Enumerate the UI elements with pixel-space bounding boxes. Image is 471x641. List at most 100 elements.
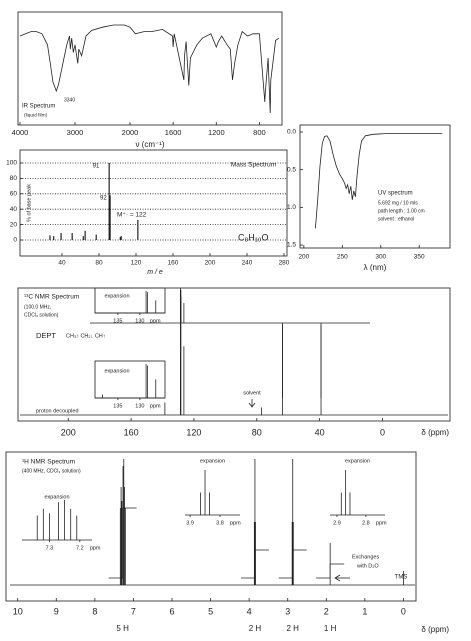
- peak-bar: [119, 236, 121, 240]
- label: C₈H₁₀O: [238, 232, 269, 242]
- peak-bar: [120, 236, 122, 240]
- x-tick-label: 1: [362, 606, 367, 616]
- inset-title: expansion: [44, 494, 69, 500]
- y-tick-label: 20: [10, 221, 18, 228]
- y-tick-label: 1.5: [287, 242, 296, 249]
- inset-tick-label: 3.8: [216, 520, 224, 526]
- peak-bar: [82, 236, 84, 240]
- label: (liquid film): [24, 112, 48, 118]
- integral-step: [108, 507, 137, 579]
- inset-unit: ppm: [376, 520, 387, 526]
- peak-bar: [95, 234, 97, 240]
- x-tick-label: 160: [168, 260, 179, 267]
- y-tick-label: 100: [6, 160, 17, 167]
- inset-unit: ppm: [150, 403, 161, 409]
- label: ¹H NMR Spectrum: [22, 459, 75, 466]
- label: 92: [100, 196, 107, 202]
- x-tick-label: 160: [124, 427, 139, 437]
- x-tick-label: 4000: [12, 128, 29, 137]
- inset-tick-label: 135: [113, 318, 122, 324]
- label: solvent : ethanol: [378, 216, 414, 222]
- label: TMS: [395, 575, 408, 581]
- x-tick-label: 120: [186, 427, 201, 437]
- y-tick-label: 60: [10, 191, 18, 198]
- inset-tick-label: 2.9: [333, 520, 341, 526]
- inset-title: expansion: [104, 368, 129, 374]
- peak-bar: [60, 233, 62, 240]
- inset-unit: ppm: [150, 318, 161, 324]
- label: solvent: [243, 390, 261, 396]
- y-tick-label: 0.0: [287, 129, 296, 136]
- label: (100.0 MHz,: [24, 304, 51, 310]
- label: λ (nm): [364, 263, 387, 272]
- panel-frame: [19, 149, 288, 257]
- x-tick-label: 250: [337, 254, 348, 261]
- peak-bar: [108, 163, 110, 240]
- integral-label: 2 H: [287, 624, 300, 633]
- x-tick-label: 0: [401, 606, 406, 616]
- label: ¹³C NMR Spectrum: [24, 294, 79, 301]
- peak-bar: [84, 230, 86, 240]
- label: δ (ppm): [421, 428, 449, 437]
- inset-tick-label: 130: [135, 403, 144, 409]
- panel-frame: [17, 287, 451, 422]
- integral-label: 5 H: [116, 624, 129, 633]
- inset-unit: ppm: [230, 520, 241, 526]
- x-tick-label: 10: [13, 606, 23, 616]
- label: 5.692 mg / 10 mls: [378, 200, 418, 206]
- peak-bar: [109, 195, 111, 240]
- label: CH₃↑ CH₂↓ CH↑: [66, 333, 106, 339]
- inset-unit: ppm: [90, 545, 101, 551]
- y-tick-label: 0: [13, 237, 17, 244]
- label: (400 MHz, CDCl₃ solution): [22, 468, 81, 474]
- y-tick-label: 80: [10, 175, 18, 182]
- x-tick-label: 2000: [122, 128, 139, 137]
- inset-title: expansion: [345, 458, 370, 464]
- x-tick-label: 5: [208, 606, 213, 616]
- y-tick-label: 40: [10, 206, 18, 213]
- x-tick-label: 80: [252, 427, 262, 437]
- solvent-arrowhead: [248, 402, 256, 408]
- x-tick-label: 2: [324, 606, 329, 616]
- peak-bar: [137, 219, 139, 240]
- panel-frame: [299, 124, 451, 249]
- x-tick-label: 1200: [208, 128, 225, 137]
- label: UV spectrum: [378, 191, 413, 197]
- x-tick-label: 300: [375, 254, 386, 261]
- x-tick-label: 40: [315, 427, 325, 437]
- x-tick-label: 800: [253, 128, 266, 137]
- x-tick-label: 120: [131, 260, 142, 267]
- x-tick-label: 80: [95, 260, 103, 267]
- label: IR Spectrum: [22, 104, 55, 110]
- label: ν (cm⁻¹): [135, 140, 164, 149]
- x-tick-label: 200: [298, 254, 309, 261]
- exchange-arrowhead: [334, 574, 341, 582]
- x-tick-label: 3: [285, 606, 290, 616]
- inset-tick-label: 7.2: [76, 545, 84, 551]
- inset-tick-label: 130: [135, 318, 144, 324]
- label: Mass Spectrum: [231, 162, 276, 169]
- x-tick-label: 200: [61, 427, 76, 437]
- inset-tick-label: 135: [113, 403, 122, 409]
- y-tick-label: 1.0: [287, 204, 296, 211]
- label: proton decoupled: [36, 408, 79, 414]
- label: % of base peak: [26, 184, 32, 222]
- inset-title: expansion: [200, 458, 225, 464]
- panel-frame: [17, 11, 283, 126]
- x-tick-label: 280: [279, 260, 290, 267]
- x-tick-label: 240: [242, 260, 253, 267]
- panel-frame: [5, 451, 417, 602]
- x-tick-label: 3000: [67, 128, 84, 137]
- label: with D₂O: [356, 563, 379, 569]
- x-tick-label: 1600: [165, 128, 182, 137]
- x-tick-label: 9: [54, 606, 59, 616]
- label: 91: [93, 164, 100, 170]
- label: M⁺· = 122: [117, 212, 147, 219]
- integral-step: [316, 563, 345, 579]
- inset-tick-label: 7.3: [46, 545, 54, 551]
- x-tick-label: 350: [414, 254, 425, 261]
- y-tick-label: 0.5: [287, 166, 296, 173]
